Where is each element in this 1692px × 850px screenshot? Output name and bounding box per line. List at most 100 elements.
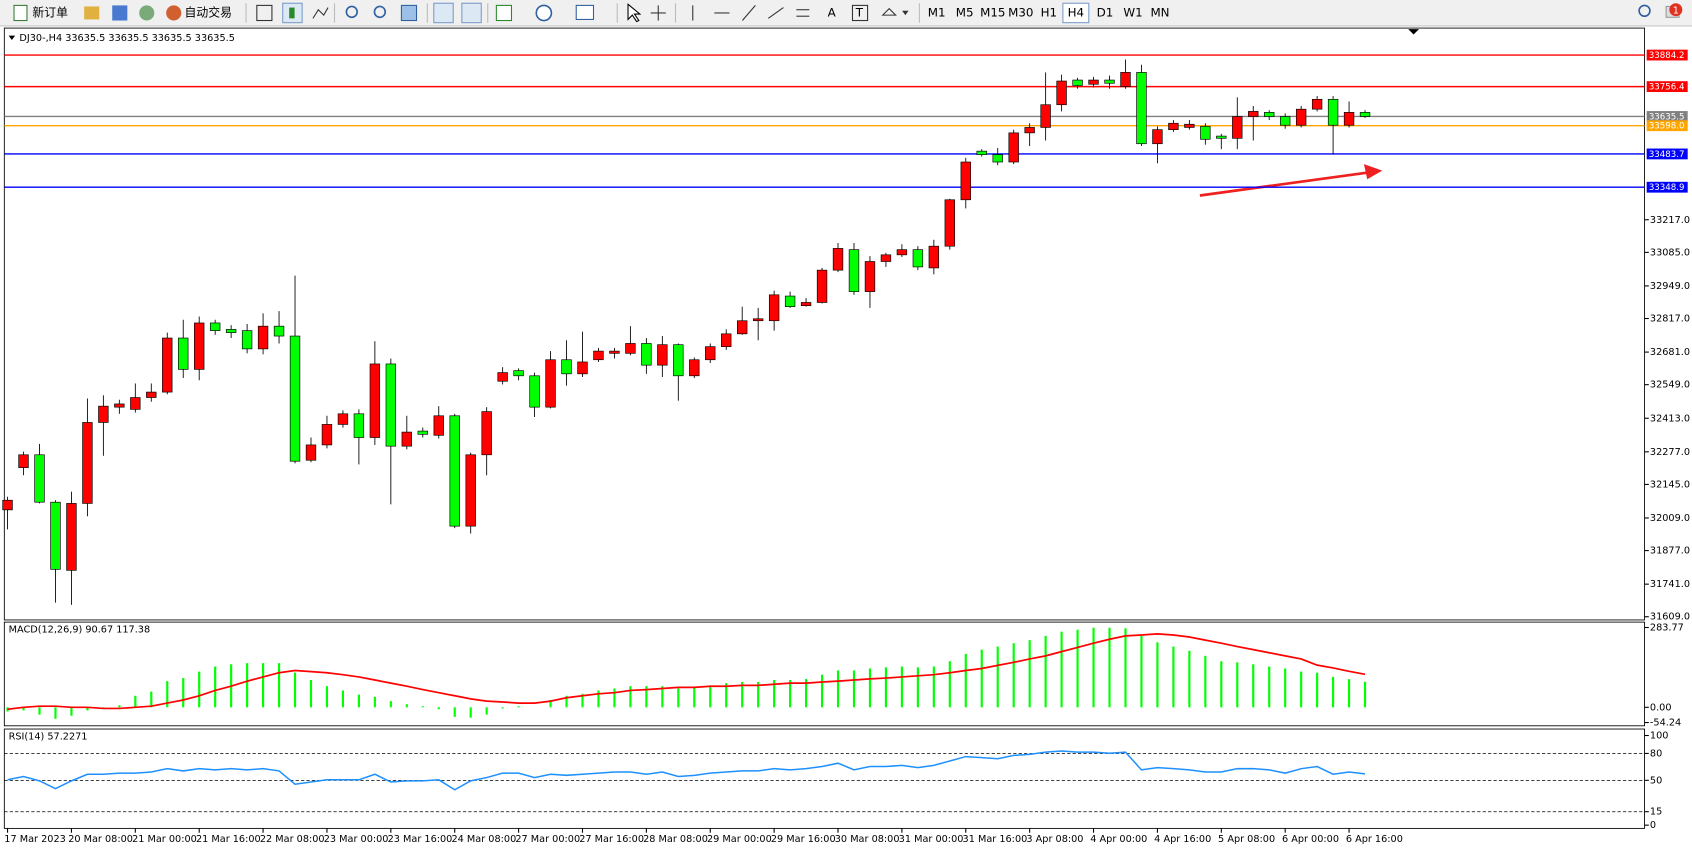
macd-bar [645, 686, 648, 708]
macd-frame [3, 621, 1645, 727]
x-tick-label: 23 Mar 00:00 [324, 834, 389, 845]
timeframe-button[interactable]: M15 [980, 5, 1005, 19]
x-tick-label: 27 Mar 16:00 [579, 834, 644, 845]
macd-bar [820, 674, 824, 708]
candle-body [194, 322, 205, 370]
candle-body [832, 248, 844, 271]
auto-trading-icon[interactable] [166, 5, 182, 21]
macd-bar [581, 693, 584, 708]
candle-body [1168, 122, 1179, 130]
level-label-box [1646, 111, 1688, 122]
candle-body [752, 318, 764, 322]
indicators-icon[interactable] [495, 4, 513, 22]
timeframe-button[interactable]: H4 [1068, 5, 1084, 19]
candle-body [114, 403, 125, 408]
candle-body [944, 199, 955, 247]
macd-bar [1284, 668, 1287, 708]
macd-bar [629, 686, 632, 708]
y-tick-label: 15 [1650, 807, 1662, 818]
candle-body [209, 322, 221, 331]
label-tool-box[interactable] [851, 4, 869, 22]
timeframe-button[interactable]: M5 [956, 5, 974, 19]
macd-bar [804, 678, 808, 708]
level-label-box [1646, 148, 1688, 160]
macd-bar [277, 663, 281, 708]
x-tick-label: 31 Mar 00:00 [899, 834, 964, 845]
macd-bar [485, 707, 488, 715]
candle-body [1040, 104, 1051, 128]
candle-body [178, 337, 189, 370]
candle-body [1136, 72, 1147, 145]
macd-bar [1300, 671, 1303, 708]
macd-bar [1188, 650, 1191, 708]
macd-bar [469, 707, 472, 718]
candle-body [98, 405, 109, 423]
candle-body [1248, 111, 1259, 117]
toolbar-icon[interactable] [84, 6, 100, 20]
macd-bar [150, 691, 153, 708]
tile-icon[interactable] [400, 4, 418, 22]
timeframe-button[interactable]: H1 [1041, 5, 1057, 19]
toolbar-icon[interactable] [112, 5, 128, 21]
candle-body [1072, 79, 1083, 86]
y-tick-label: 32549.0 [1650, 380, 1690, 391]
candle-body [545, 359, 556, 408]
y-tick-label: 100 [1650, 731, 1669, 742]
macd-bar [182, 678, 185, 708]
timeframe-button[interactable]: MN [1150, 5, 1169, 19]
dropdown-icon[interactable] [902, 10, 909, 16]
bar-chart-icon[interactable] [256, 4, 273, 22]
candle-chart-icon [289, 7, 295, 19]
macd-bar [1108, 627, 1111, 708]
timeframe-button[interactable]: M1 [928, 5, 946, 19]
level-label: 33598.0 [1649, 122, 1685, 132]
macd-bar [1044, 635, 1047, 708]
label-tool[interactable]: T [855, 5, 864, 19]
auto-trading-button[interactable]: 自动交易 [185, 5, 232, 19]
macd-bar [1363, 681, 1367, 708]
macd-bar [1316, 672, 1319, 708]
line-chart-icon[interactable] [312, 7, 329, 19]
chart-shift-icon[interactable] [461, 2, 482, 24]
macd-bar [565, 695, 568, 708]
candle-body [146, 391, 157, 398]
notification-badge[interactable] [1669, 3, 1683, 17]
level-label: 33635.5 [1649, 112, 1685, 122]
candle-body [1152, 129, 1163, 145]
arrows-icon[interactable] [881, 7, 897, 16]
y-tick-label: 32277.0 [1650, 447, 1690, 458]
candle-body [992, 154, 1003, 163]
macd-bar [405, 704, 408, 708]
trendline-icon[interactable] [741, 5, 756, 21]
candle-body [497, 372, 508, 382]
new-order-button[interactable]: 新订单 [32, 5, 68, 19]
macd-bar [373, 696, 376, 708]
search-icon[interactable] [1638, 4, 1651, 18]
channel-icon[interactable] [767, 7, 784, 19]
timeframe-button[interactable]: D1 [1097, 5, 1114, 19]
macd-bar [709, 685, 712, 708]
periods-icon[interactable] [535, 4, 553, 22]
cursor-icon[interactable] [627, 3, 642, 23]
toolbar-icon[interactable] [139, 5, 155, 21]
candle-body [1120, 72, 1131, 87]
templates-icon[interactable] [575, 4, 595, 20]
timeframe-button[interactable]: W1 [1123, 5, 1142, 19]
candle-body [1359, 112, 1371, 117]
timeframe-button[interactable]: M30 [1008, 5, 1033, 19]
level-label: 33348.9 [1649, 183, 1685, 193]
new-order-icon[interactable] [13, 4, 28, 22]
candle-body [1264, 112, 1275, 117]
zoom-in-icon[interactable] [345, 5, 358, 19]
candle-body [960, 161, 971, 201]
macd-bar [597, 690, 600, 708]
macd-bar [1252, 664, 1255, 708]
header-triangle [8, 35, 16, 40]
text-tool[interactable]: A [828, 5, 837, 19]
macd-bar [1140, 635, 1143, 708]
auto-scroll-icon[interactable] [433, 2, 454, 24]
macd-bar [741, 681, 744, 708]
candle-body [130, 397, 141, 410]
macd-bar [86, 707, 89, 711]
zoom-out-icon[interactable] [373, 5, 387, 19]
